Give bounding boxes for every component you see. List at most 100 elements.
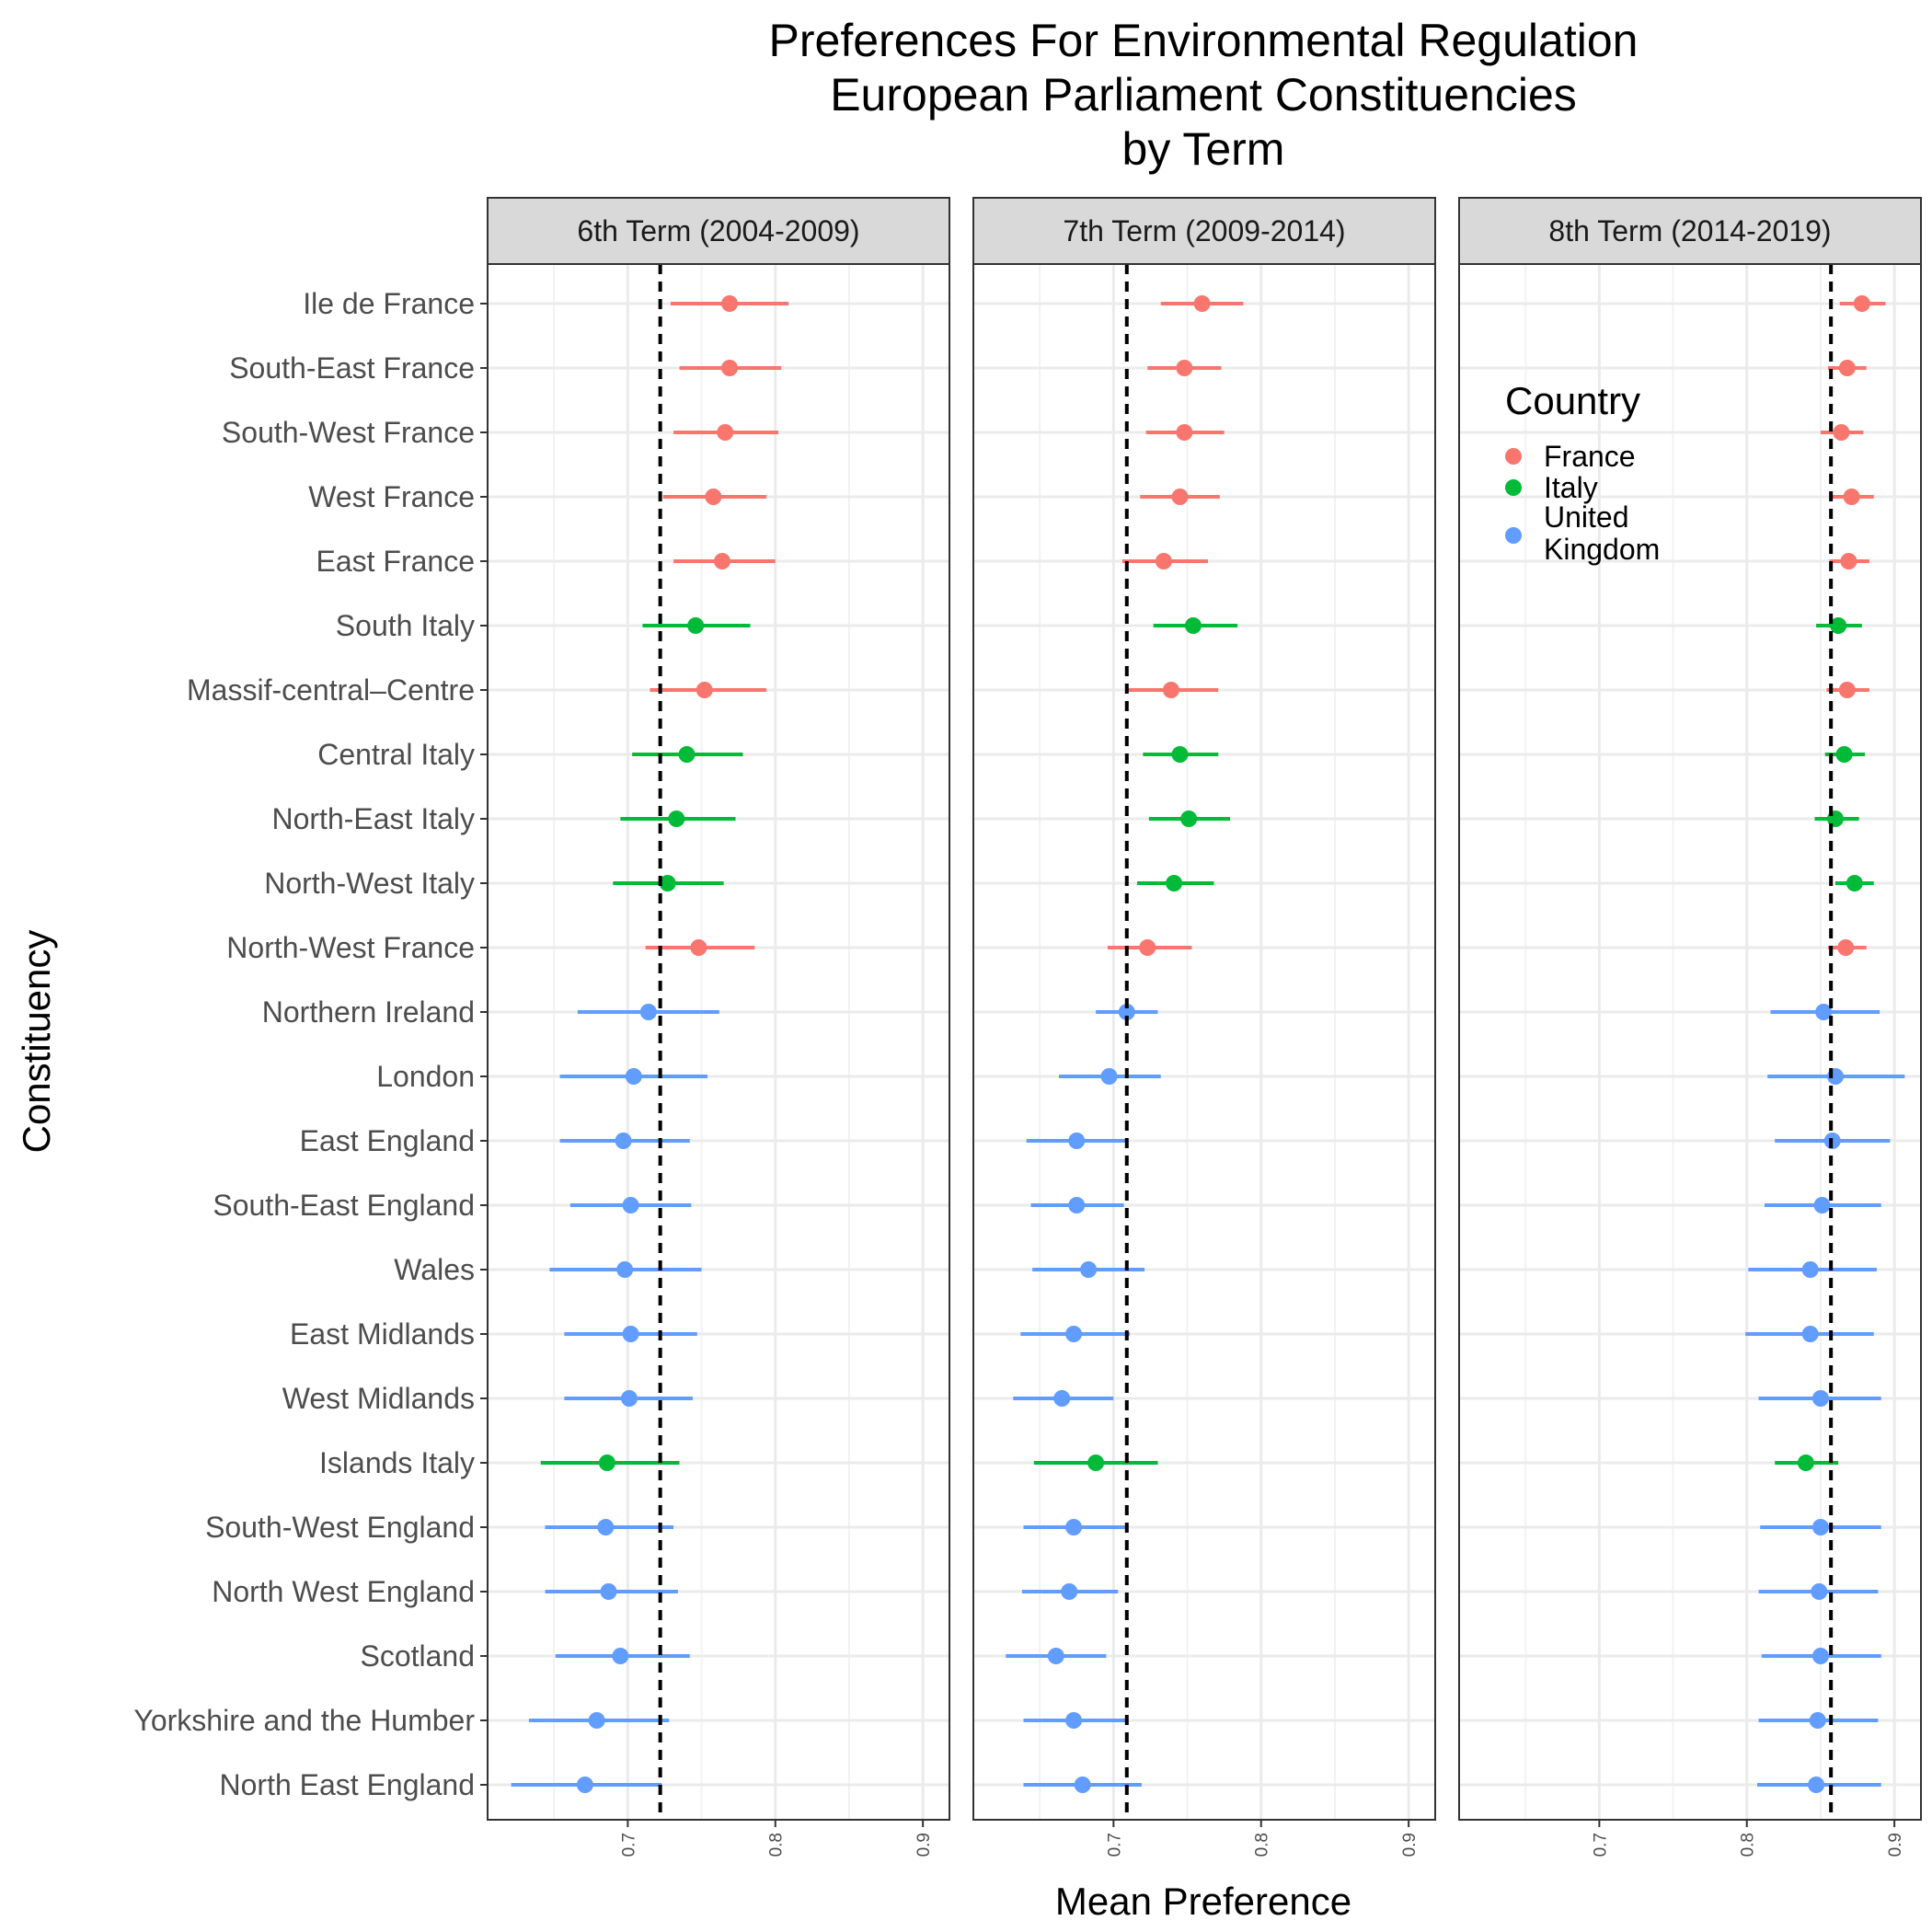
point-ile-de-france (1853, 295, 1870, 312)
facet-panel-3: 8th Term (2014-2019) 0.7 0.8 0.9 (1458, 197, 1922, 1857)
y-tick-label-north-east-england: North East England (220, 1768, 476, 1801)
point-east-france (1840, 553, 1857, 569)
x-tick-label: 0.8 (767, 1833, 787, 1857)
point-west-france (1171, 489, 1189, 505)
point-south-west-england (597, 1519, 615, 1535)
point-northern-ireland (639, 1004, 657, 1020)
x-tick-label: 0.9 (914, 1833, 934, 1857)
y-tick-label-north-west-england: North West England (212, 1575, 475, 1608)
point-north-east-italy (668, 811, 685, 827)
point-ile-de-france (1193, 295, 1211, 312)
legend-title: Country (1505, 379, 1640, 422)
point-yorkshire-and-the-humber (588, 1712, 605, 1729)
point-north-west-england (600, 1583, 617, 1600)
point-west-midlands (1053, 1390, 1071, 1407)
point-north-west-france (1837, 939, 1855, 956)
panel-background (488, 264, 949, 1820)
y-tick-label-scotland: Scotland (360, 1639, 475, 1673)
y-tick-label-east-midlands: East Midlands (290, 1317, 475, 1351)
facet-panel-2: 7th Term (2009-2014) 0.7 0.8 0.9 (972, 197, 1436, 1857)
point-islands-italy (1797, 1455, 1814, 1471)
y-axis-title: Constituency (15, 930, 58, 1154)
point-west-france (705, 489, 722, 505)
x-tick-label: 0.7 (1591, 1833, 1610, 1857)
legend-label-italy: Italy (1544, 471, 1598, 504)
point-east-england (1068, 1133, 1086, 1149)
legend-label-france: France (1544, 440, 1636, 473)
y-tick-label-london: London (376, 1060, 475, 1093)
legend-key-united-kingdom (1505, 527, 1522, 544)
chart-title-line-2: European Parliament Constituencies (830, 69, 1577, 121)
point-scotland (612, 1648, 629, 1664)
point-south-east-england (622, 1197, 639, 1213)
point-north-east-england (576, 1777, 593, 1793)
point-yorkshire-and-the-humber (1809, 1712, 1826, 1729)
point-massif-central-centre (696, 682, 713, 698)
point-scotland (1811, 1648, 1829, 1664)
point-south-east-france (721, 360, 739, 376)
point-central-italy (1171, 746, 1189, 763)
point-south-italy (1830, 617, 1847, 634)
y-tick-label-north-east-italy: North-East Italy (271, 802, 475, 835)
point-northern-ireland (1815, 1004, 1833, 1020)
point-south-east-france (1176, 360, 1193, 376)
point-northern-ireland (1118, 1004, 1135, 1020)
facet-strip (1458, 197, 1922, 265)
y-tick-label-west-midlands: West Midlands (282, 1382, 475, 1415)
point-north-west-italy (659, 875, 676, 891)
point-east-midlands (1065, 1326, 1083, 1342)
point-north-west-england (1811, 1583, 1828, 1600)
y-tick-label-north-west-italy: North-West Italy (264, 867, 475, 900)
y-tick-label-north-west-france: North-West France (226, 931, 475, 964)
y-tick-label-wales: Wales (394, 1253, 475, 1286)
point-massif-central-centre (1162, 682, 1179, 698)
point-london (1100, 1068, 1118, 1085)
point-south-west-france (1833, 424, 1850, 441)
facet-strip-label: 7th Term (2009-2014) (1063, 214, 1345, 247)
y-tick-label-west-france: West France (308, 480, 475, 513)
point-islands-italy (1087, 1455, 1105, 1471)
point-east-midlands (622, 1326, 639, 1342)
point-yorkshire-and-the-humber (1065, 1712, 1083, 1729)
y-tick-label-east-france: East France (316, 545, 475, 578)
point-north-west-italy (1846, 875, 1863, 891)
y-tick-label-south-east-england: South-East England (213, 1189, 475, 1222)
point-north-west-england (1061, 1583, 1078, 1600)
facet-strip-label: 6th Term (2004-2009) (577, 214, 859, 247)
point-wales (1080, 1261, 1098, 1278)
point-east-france (714, 553, 731, 569)
point-north-east-england (1074, 1777, 1091, 1793)
chart-title-line-3: by Term (1122, 123, 1285, 175)
point-central-italy (1835, 746, 1853, 763)
point-south-italy (687, 617, 705, 634)
point-south-east-france (1838, 360, 1856, 376)
legend-label-united-kingdom: Kingdom (1544, 533, 1660, 566)
point-south-west-england (1065, 1519, 1083, 1535)
point-west-midlands (620, 1390, 638, 1407)
point-ile-de-france (721, 295, 739, 312)
point-london (625, 1068, 642, 1085)
y-tick-label-east-england: East England (300, 1124, 475, 1157)
point-wales (1801, 1261, 1819, 1278)
y-tick-label-ile-de-france: Ile de France (303, 287, 475, 320)
y-tick-label-islands-italy: Islands Italy (319, 1446, 475, 1479)
point-wales (616, 1261, 634, 1278)
point-massif-central-centre (1838, 682, 1856, 698)
point-north-east-italy (1180, 811, 1198, 827)
facet-strip (487, 197, 950, 265)
facet-strip (972, 197, 1436, 265)
point-south-west-england (1811, 1519, 1829, 1535)
x-tick-label: 0.9 (1400, 1833, 1420, 1857)
legend-key-italy (1505, 479, 1522, 496)
facet-strip-label: 8th Term (2014-2019) (1548, 214, 1831, 247)
panel-background (973, 264, 1435, 1820)
chart-title: Preferences For Environmental Regulation… (769, 15, 1639, 175)
x-tick-label: 0.9 (1886, 1833, 1905, 1857)
point-east-france (1155, 553, 1172, 569)
point-scotland (1047, 1648, 1064, 1664)
point-north-west-france (690, 939, 707, 956)
point-south-west-france (1176, 424, 1193, 441)
